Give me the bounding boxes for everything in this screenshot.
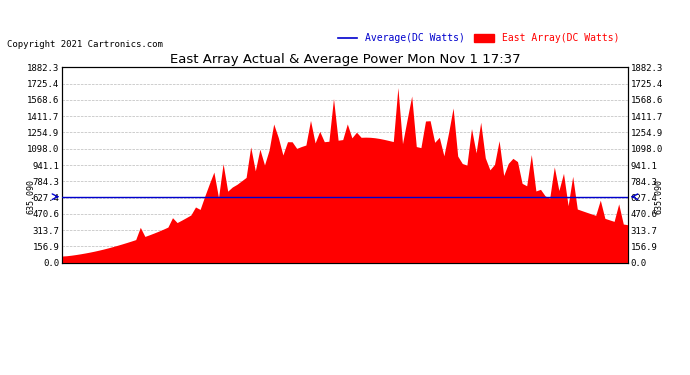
Title: East Array Actual & Average Power Mon Nov 1 17:37: East Array Actual & Average Power Mon No… bbox=[170, 53, 520, 66]
Legend: Average(DC Watts), East Array(DC Watts): Average(DC Watts), East Array(DC Watts) bbox=[334, 30, 623, 47]
Text: Copyright 2021 Cartronics.com: Copyright 2021 Cartronics.com bbox=[7, 40, 163, 49]
Text: 635.090: 635.090 bbox=[26, 179, 35, 214]
Text: 635.090: 635.090 bbox=[655, 179, 664, 214]
